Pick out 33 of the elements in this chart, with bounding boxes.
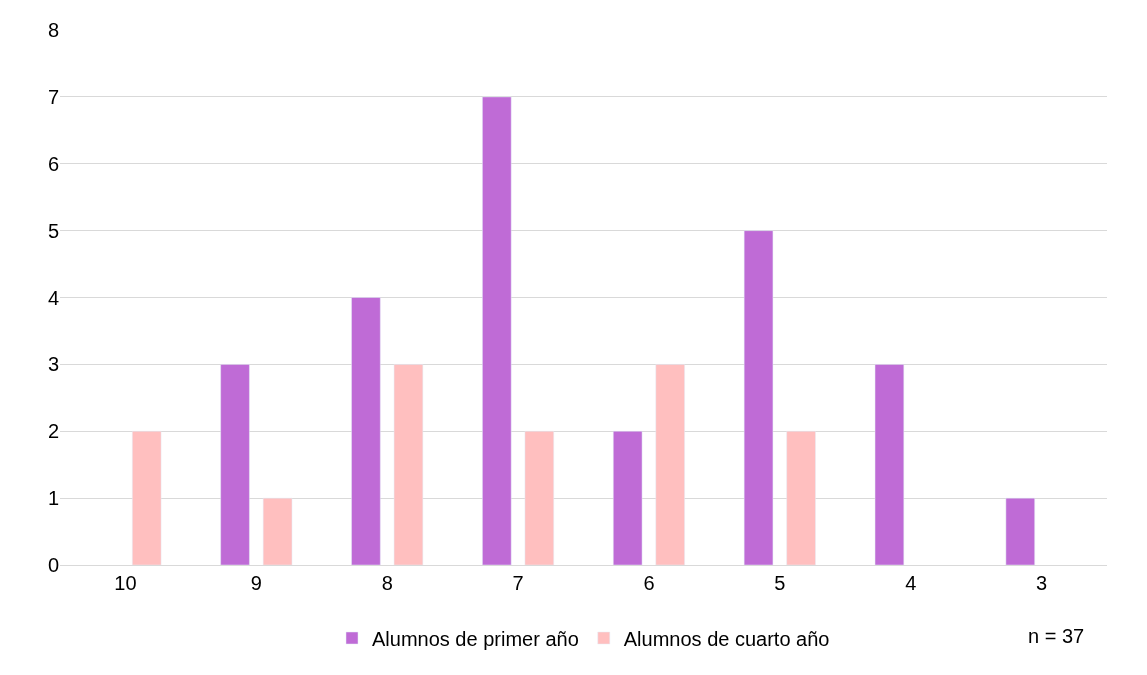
bar [1005,497,1035,565]
x-tick-label: 9 [250,572,262,594]
bar [482,96,512,565]
y-tick-label: 0 [47,554,59,576]
x-tick-label: 3 [1036,572,1048,594]
y-tick-label: 7 [47,85,59,108]
x-tick-label: 6 [643,572,655,594]
bar [351,297,381,565]
y-tick-label: 6 [47,152,59,175]
y-tick-label: 4 [47,286,59,309]
bar [393,364,424,565]
y-tick-label: 2 [47,420,59,443]
x-tick-label: 5 [774,572,786,594]
bar [874,364,905,565]
text: n = 37 [1028,625,1085,647]
y-tick-label: 8 [47,19,59,41]
bar [655,364,685,565]
bar [786,431,816,565]
x-tick-label: 8 [381,572,393,594]
bar [262,497,293,565]
x-tick-label: 4 [905,572,917,594]
legend-label: Alumnos de cuarto año [623,627,830,650]
y-tick-label: 5 [47,219,59,242]
bar [220,364,250,565]
x-tick-label: 7 [512,572,524,594]
bar [132,431,162,565]
legend-label: Alumnos de primer año [372,627,579,650]
bar [743,230,774,565]
bar [524,431,554,565]
y-tick-label: 3 [47,353,59,376]
x-tick-label: 10 [114,572,137,594]
y-tick-label: 1 [47,487,59,510]
bar [613,431,643,565]
